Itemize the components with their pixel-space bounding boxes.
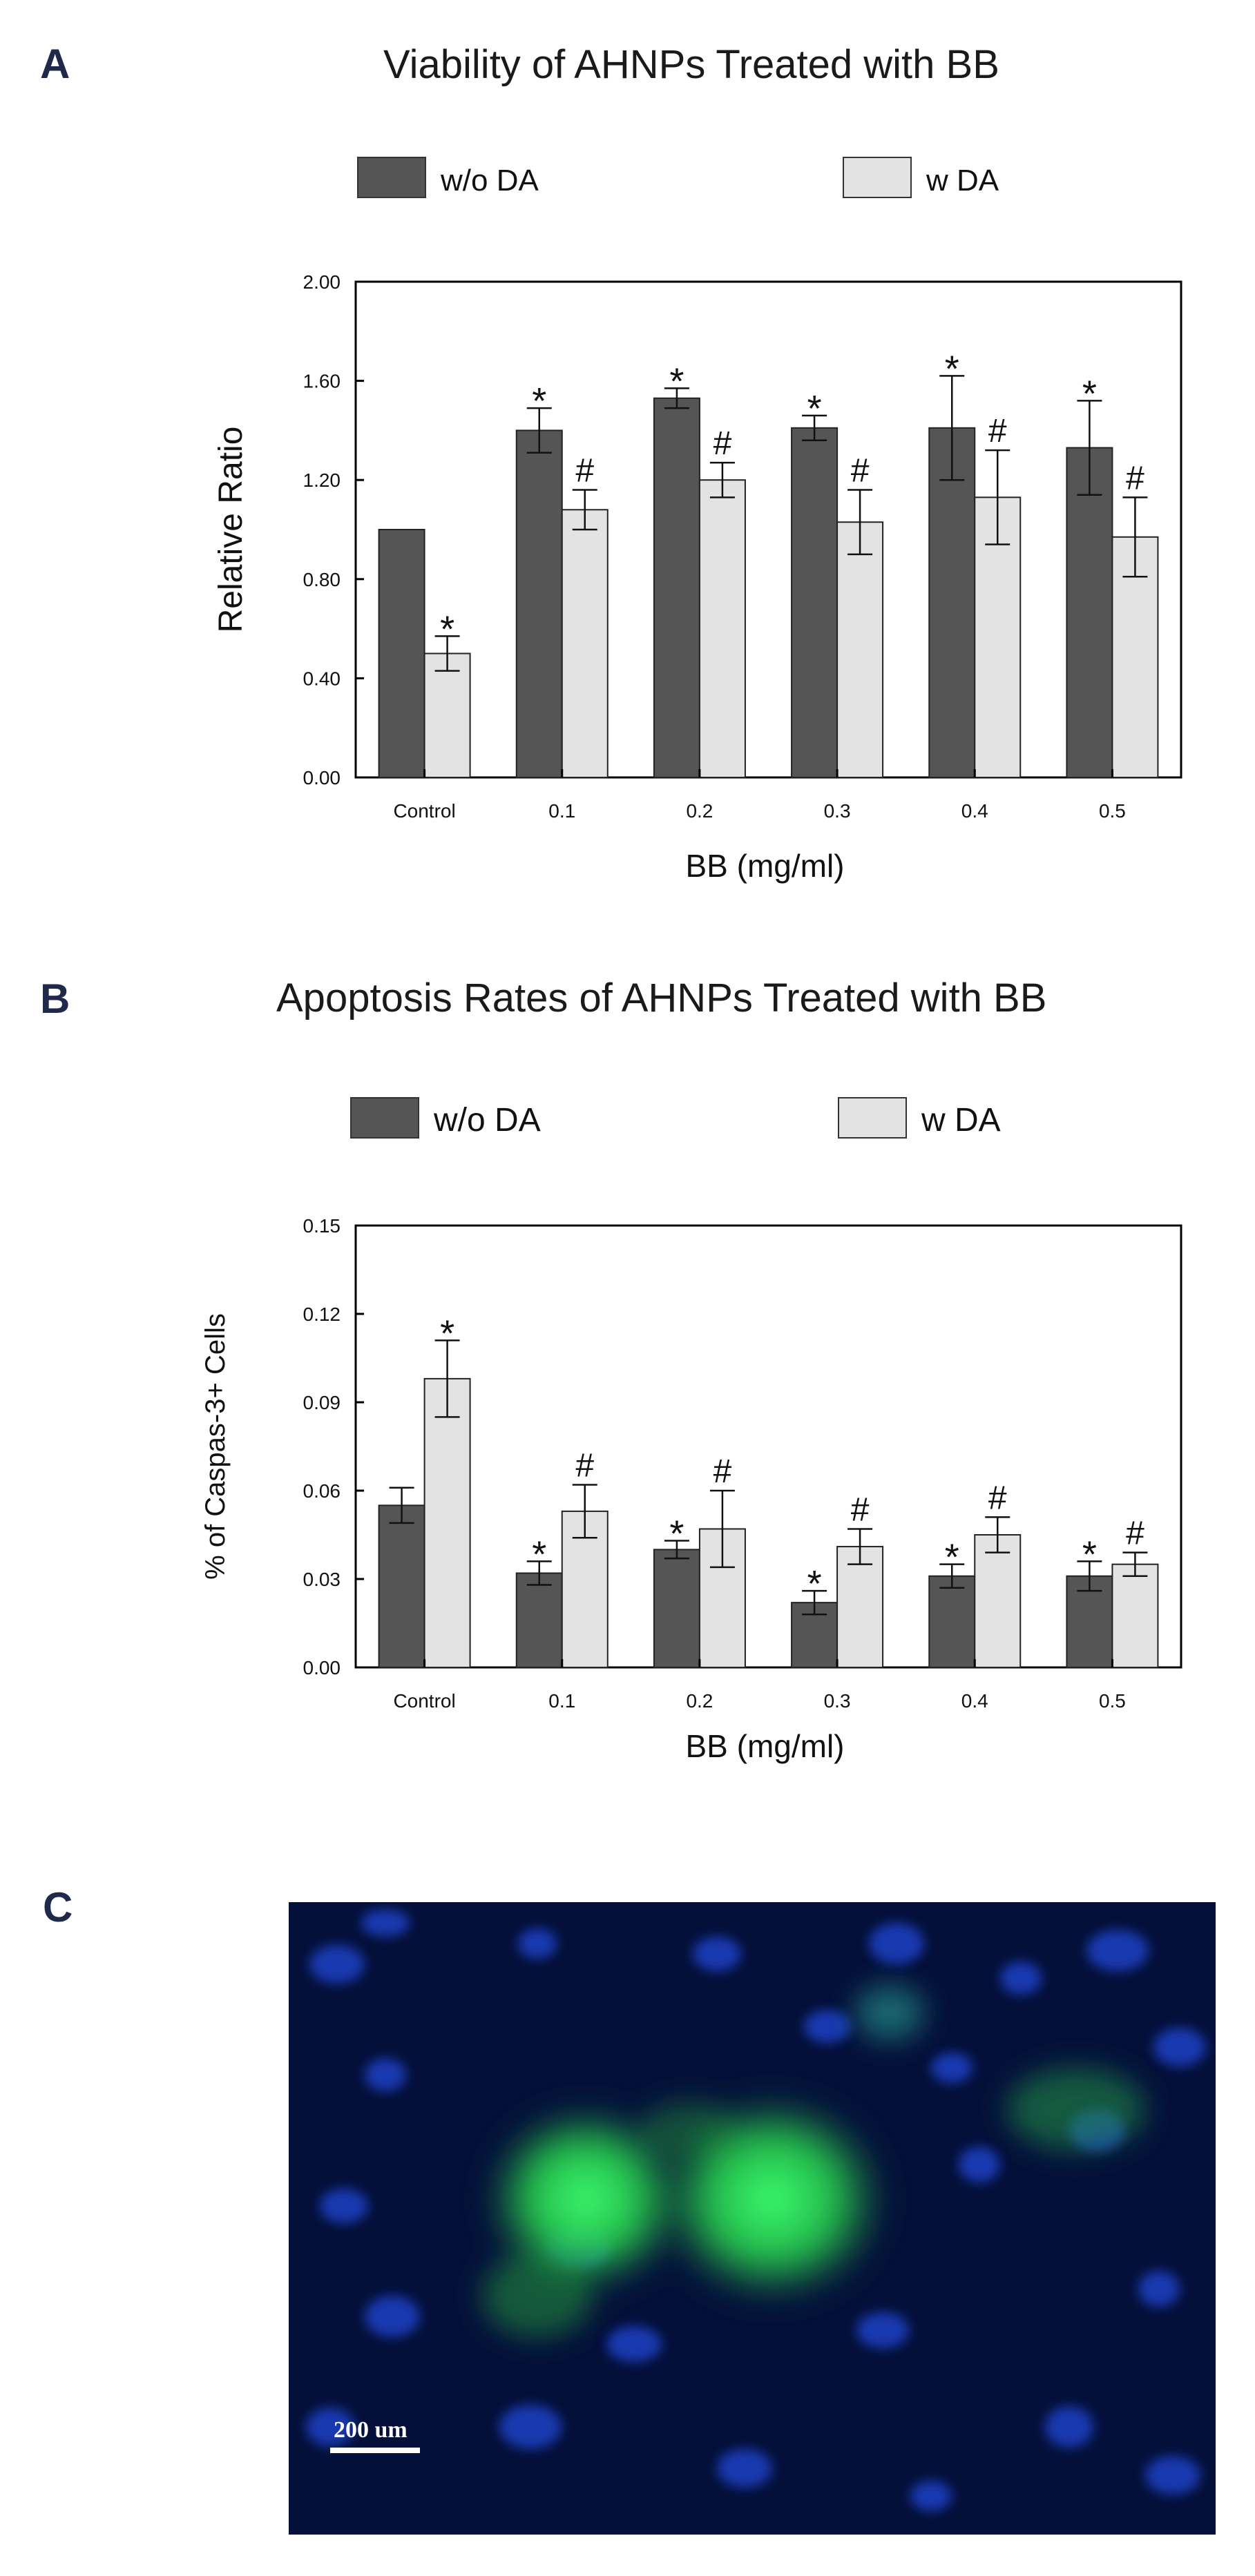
bar-w-da (836, 1546, 884, 1668)
significance-star: * (440, 1313, 454, 1354)
bar-wo-da (515, 429, 563, 778)
bar-wo-da (928, 427, 976, 778)
legend-label-wo-da: w/o DA (440, 164, 539, 197)
y-tick-label: 0.15 (303, 1215, 341, 1237)
x-tick-label: 0.1 (548, 1690, 575, 1712)
significance-hash: # (851, 453, 870, 490)
x-tick-label: 0.3 (824, 1690, 851, 1712)
scale-bar-label: 200 um (334, 2417, 408, 2443)
y-tick-label: 2.00 (303, 271, 341, 293)
legend-swatch-wo-da (357, 157, 426, 198)
chart-title-b: Apoptosis Rates of AHNPs Treated with BB (276, 976, 1047, 1020)
significance-star: * (532, 1533, 546, 1575)
x-tick-label: Control (393, 800, 455, 822)
significance-star: * (532, 380, 546, 422)
y-tick-label: 0.06 (303, 1480, 341, 1502)
x-tick-label: 0.4 (961, 800, 988, 822)
significance-hash: # (988, 413, 1007, 449)
significance-star: * (945, 348, 959, 389)
significance-star: * (807, 1563, 822, 1605)
x-tick-label: 0.2 (686, 1690, 713, 1712)
x-tick-label: 0.1 (548, 800, 575, 822)
green-cells (482, 1985, 1145, 2337)
y-tick-label: 1.20 (303, 469, 341, 491)
x-tick-label: 0.5 (1099, 1690, 1126, 1712)
viability-chart: w/o DA w DA 0.00 0.40 0.80 1.20 1.60 2.00 * Contr… (213, 157, 1182, 884)
significance-hash: # (988, 1480, 1007, 1516)
x-tick-label: 0.2 (686, 800, 713, 822)
legend-swatch-w-da (838, 1097, 907, 1139)
nuclei (306, 1909, 1206, 2511)
x-tick-label: 0.5 (1099, 800, 1126, 822)
legend-label-wo-da: w/o DA (433, 1102, 541, 1139)
panel-label-a: A (40, 41, 70, 87)
x-axis-label: BB (mg/ml) (686, 848, 845, 884)
y-axis-label: Relative Ratio (213, 427, 249, 633)
x-tick-label: Control (393, 1690, 455, 1712)
bar-w-da (423, 1377, 471, 1668)
significance-star: * (669, 360, 684, 402)
bar-wo-da (928, 1575, 976, 1668)
apoptosis-chart: w/o DA w DA 0.00 0.03 0.06 0.09 0.12 0.15 * Contr… (200, 1097, 1182, 1764)
chart-title-a: Viability of AHNPs Treated with BB (383, 42, 999, 87)
y-axis-label: % of Caspas-3+ Cells (200, 1313, 231, 1580)
fluorescence-micrograph: 200 um (289, 1902, 1216, 2535)
legend-label-w-da: w DA (926, 164, 999, 197)
panel-label-c: C (43, 1884, 73, 1930)
significance-star: * (1082, 1533, 1097, 1575)
bar-wo-da (515, 1572, 563, 1669)
significance-hash: # (575, 453, 594, 490)
significance-star: * (807, 388, 822, 429)
plot-frame (354, 1224, 1182, 1669)
y-tick-label: 0.00 (303, 767, 341, 788)
x-tick-label: 0.4 (961, 1690, 988, 1712)
significance-hash: # (713, 425, 732, 462)
bar-w-da (561, 509, 609, 779)
significance-hash: # (1126, 460, 1144, 496)
bar-w-da (423, 652, 471, 778)
significance-hash: # (575, 1447, 594, 1484)
y-tick-label: 0.80 (303, 569, 341, 590)
bar-wo-da (1066, 447, 1113, 778)
bar-wo-da (653, 397, 700, 779)
significance-hash: # (851, 1491, 870, 1528)
y-tick-label: 0.40 (303, 668, 341, 689)
bar-w-da (974, 1534, 1022, 1668)
significance-hash: # (1126, 1515, 1144, 1552)
plot-frame (354, 280, 1182, 779)
bar-w-da (836, 521, 884, 778)
bar-w-da (698, 479, 746, 778)
bar-wo-da (378, 529, 425, 778)
legend-label-w-da: w DA (921, 1102, 1001, 1139)
significance-star: * (669, 1513, 684, 1555)
x-axis-label: BB (mg/ml) (686, 1728, 845, 1764)
bar-wo-da (378, 1504, 425, 1668)
legend-swatch-wo-da (350, 1097, 419, 1139)
panel-label-b: B (40, 976, 70, 1022)
legend-swatch-w-da (843, 157, 912, 198)
scale-bar (330, 2448, 420, 2453)
significance-star: * (440, 608, 454, 650)
y-tick-label: 0.03 (303, 1569, 341, 1590)
significance-hash: # (713, 1453, 732, 1490)
y-tick-label: 0.09 (303, 1392, 341, 1413)
y-tick-label: 0.12 (303, 1304, 341, 1325)
bar-wo-da (791, 427, 839, 778)
y-tick-label: 1.60 (303, 371, 341, 392)
significance-star: * (945, 1537, 959, 1578)
bar-w-da (1111, 1563, 1159, 1669)
y-tick-label: 0.00 (303, 1657, 341, 1678)
bar-wo-da (653, 1549, 700, 1668)
x-tick-label: 0.3 (824, 800, 851, 822)
significance-star: * (1082, 373, 1097, 414)
